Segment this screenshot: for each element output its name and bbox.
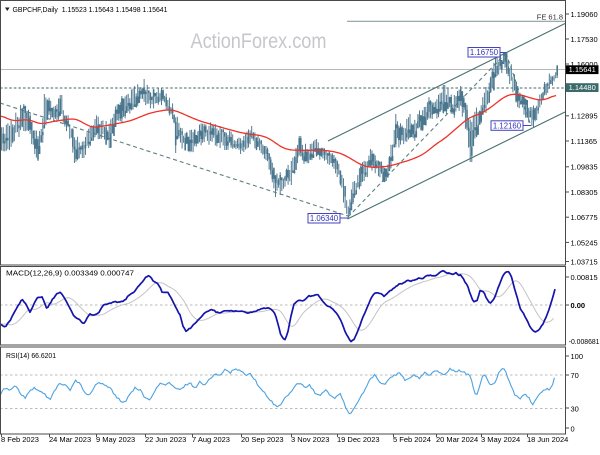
svg-text:1.14480: 1.14480 [569, 83, 596, 92]
svg-text:1.08305: 1.08305 [571, 188, 598, 197]
svg-text:5 Feb 2024: 5 Feb 2024 [393, 435, 431, 444]
svg-text:1.05245: 1.05245 [571, 238, 598, 247]
svg-text:7 Aug 2023: 7 Aug 2023 [192, 435, 230, 444]
svg-text:1.11365: 1.11365 [571, 137, 598, 146]
svg-text:19 Dec 2023: 19 Dec 2023 [337, 435, 380, 444]
svg-text:22 Jun 2023: 22 Jun 2023 [145, 435, 186, 444]
svg-text:1.06340: 1.06340 [310, 214, 339, 223]
svg-text:1.15641: 1.15641 [569, 65, 596, 74]
svg-text:-0.008681: -0.008681 [569, 337, 600, 346]
svg-text:MACD(12,26,9) 0.003349 0.00074: MACD(12,26,9) 0.003349 0.000747 [6, 269, 134, 278]
svg-text:1.12895: 1.12895 [571, 112, 598, 121]
svg-text:3 May 2024: 3 May 2024 [481, 435, 520, 444]
svg-text:1.09835: 1.09835 [571, 163, 598, 172]
svg-text:20 Mar 2024: 20 Mar 2024 [436, 435, 478, 444]
svg-text:1.19060: 1.19060 [571, 10, 598, 19]
svg-text:3 Nov 2023: 3 Nov 2023 [291, 435, 329, 444]
svg-text:1.12160: 1.12160 [493, 122, 522, 131]
svg-text:0.00815: 0.00815 [571, 273, 598, 282]
svg-text:20 Sep 2023: 20 Sep 2023 [241, 435, 284, 444]
svg-text:1.06775: 1.06775 [571, 213, 598, 222]
svg-text:24 Mar 2023: 24 Mar 2023 [49, 435, 91, 444]
svg-text:0: 0 [571, 425, 575, 434]
svg-text:70: 70 [571, 371, 579, 380]
svg-text:18 Jun 2024: 18 Jun 2024 [527, 435, 568, 444]
svg-text:30: 30 [571, 404, 579, 413]
svg-text:RSI(14) 66.6201: RSI(14) 66.6201 [6, 351, 56, 360]
svg-text:1.17530: 1.17530 [571, 35, 598, 44]
svg-text:1.03715: 1.03715 [571, 257, 598, 266]
svg-text:FE 61.8: FE 61.8 [537, 12, 563, 21]
svg-text:8 Feb 2023: 8 Feb 2023 [1, 435, 39, 444]
svg-text:9 May 2023: 9 May 2023 [96, 435, 135, 444]
svg-text:0.00: 0.00 [571, 301, 586, 310]
svg-text:100: 100 [571, 352, 584, 361]
svg-text:ActionForex.com: ActionForex.com [191, 29, 327, 53]
svg-text:GBPCHF,Daily 1.15523 1.15643: GBPCHF,Daily 1.15523 1.15643 1.15498 1.1… [13, 5, 168, 14]
svg-text:1.16750: 1.16750 [470, 48, 499, 57]
svg-text:1.16000: 1.16000 [571, 60, 598, 69]
